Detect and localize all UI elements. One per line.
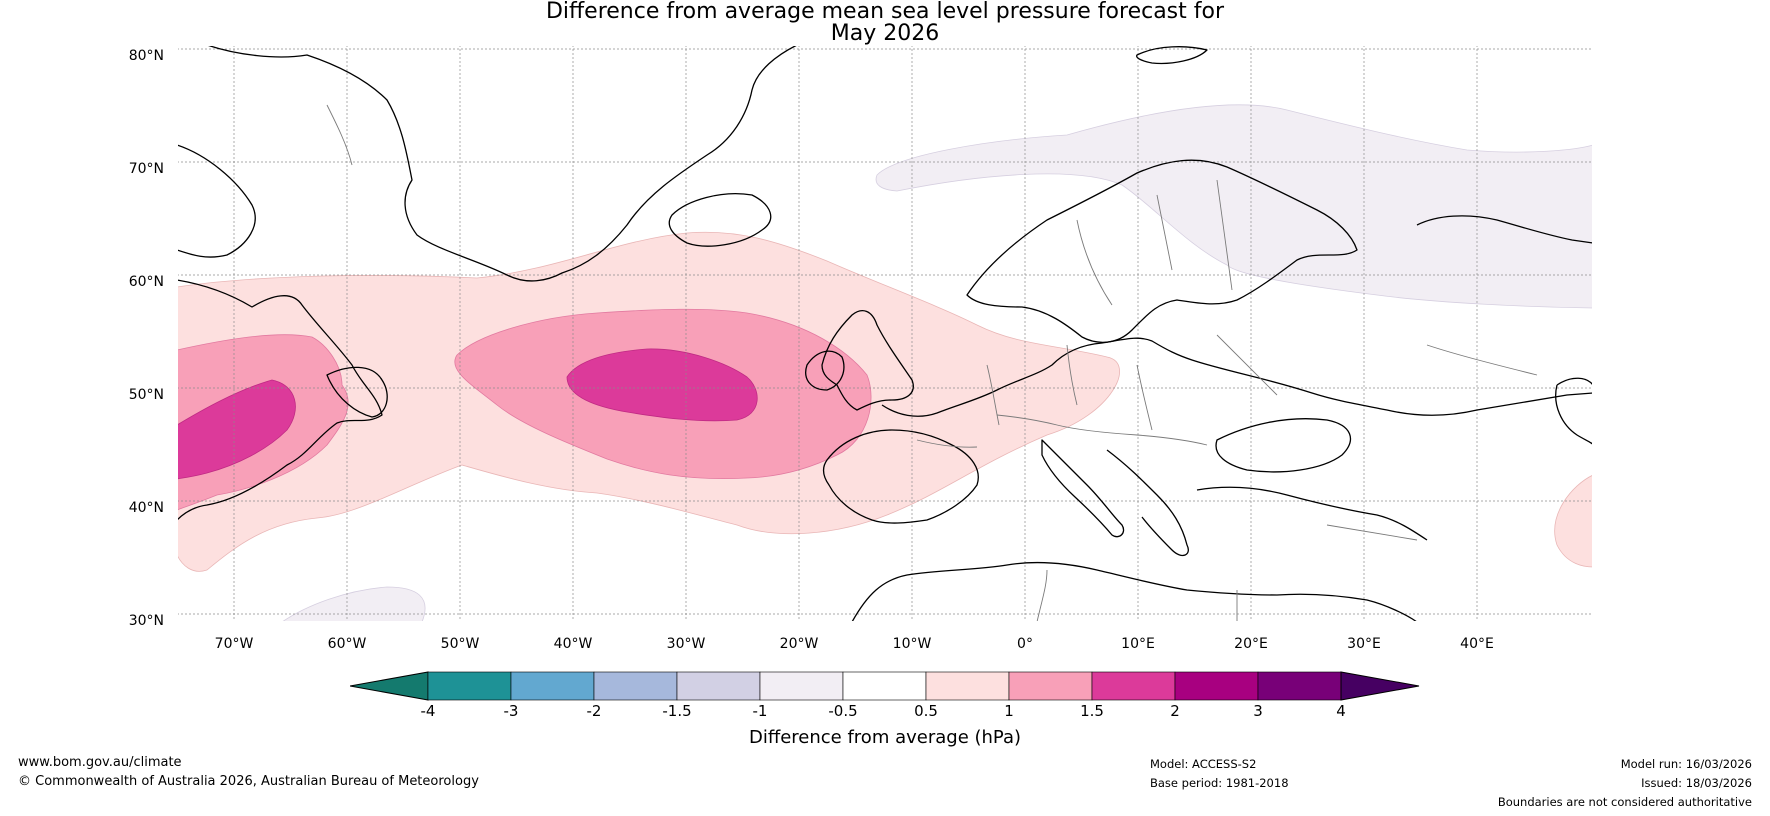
anomaly-region-negative-south — [281, 586, 426, 622]
border-ukraine-russia — [1216, 334, 1278, 396]
anomaly-region-0.5-1-east — [1554, 474, 1593, 568]
map-title-line2: May 2026 — [830, 21, 940, 46]
lon-label-10e: 10°E — [1121, 636, 1155, 652]
border-sweden-finland — [1156, 194, 1173, 271]
labrador-coastline — [177, 279, 383, 521]
british-isles-coastline — [821, 310, 914, 411]
colorbar-tick-neg4: -4 — [420, 702, 436, 720]
border-france-germany — [986, 364, 1000, 426]
colorbar-swatch-4 — [676, 671, 761, 701]
lat-label-70n: 70°N — [128, 161, 164, 177]
colorbar-swatch-10 — [1174, 671, 1259, 701]
colorbar-tick-4: 4 — [1336, 702, 1346, 720]
black-sea-coastline — [1215, 418, 1352, 473]
border-germany-poland — [1066, 344, 1078, 406]
border-balkans — [1056, 424, 1208, 446]
lon-label-40w: 40°W — [553, 636, 593, 652]
lat-label-50n: 50°N — [128, 387, 164, 403]
colorbar-tick-neg1.5: -1.5 — [662, 702, 692, 720]
footer-copyright: © Commonwealth of Australia 2026, Austra… — [18, 774, 479, 789]
colorbar-extend-high — [1340, 671, 1420, 701]
balkans-greece-coastline — [1106, 449, 1189, 557]
anomaly-region-1.5-2-central — [566, 348, 758, 422]
colorbar-swatch-1 — [427, 671, 512, 701]
lon-label-10w: 10°W — [892, 636, 932, 652]
footer-base-period: Base period: 1981-2018 — [1150, 776, 1289, 790]
newfoundland-coastline — [326, 366, 388, 418]
lon-label-0: 0° — [1017, 636, 1033, 652]
lat-label-30n: 30°N — [128, 613, 164, 629]
colorbar-tick-1.5: 1.5 — [1080, 702, 1104, 720]
lon-label-30w: 30°W — [666, 636, 706, 652]
anomaly-region-1.5-2-west — [177, 379, 296, 480]
turkey-coastline — [1196, 486, 1428, 541]
footer-model-run: Model run: 16/03/2026 — [1620, 757, 1752, 771]
colorbar-tick-neg3: -3 — [503, 702, 519, 720]
colorbar-swatch-3 — [593, 671, 678, 701]
greenland-coastline — [206, 45, 798, 282]
italy-coastline — [1041, 439, 1125, 538]
colorbar — [350, 671, 1420, 701]
colorbar-extend-low — [350, 671, 429, 701]
scandinavia-coastline — [966, 159, 1358, 343]
border-norway-sweden — [1076, 219, 1113, 306]
iceland-coastline — [668, 193, 772, 247]
colorbar-label: Difference from average (hPa) — [748, 727, 1022, 748]
colorbar-swatch-9 — [1091, 671, 1176, 701]
footer-disclaimer: Boundaries are not considered authoritat… — [1497, 795, 1752, 809]
anomaly-region-negative-north — [875, 104, 1593, 309]
colorbar-tick-0.5: 0.5 — [914, 702, 938, 720]
colorbar-swatch-8 — [1008, 671, 1093, 701]
lon-label-20e: 20°E — [1234, 636, 1268, 652]
border-greenland-nunavut — [326, 104, 353, 166]
colorbar-tick-3: 3 — [1253, 702, 1263, 720]
colorbar-tick-neg0.5: -0.5 — [828, 702, 858, 720]
lon-label-30e: 30°E — [1347, 636, 1381, 652]
lat-label-60n: 60°N — [128, 274, 164, 290]
iberia-coastline — [822, 429, 979, 524]
border-algeria-libya — [1036, 569, 1048, 622]
colorbar-swatch-11 — [1257, 671, 1342, 701]
border-france-spain — [916, 439, 978, 448]
footer-url[interactable]: www.bom.gov.au/climate — [18, 755, 182, 770]
map-title-line1: Difference from average mean sea level p… — [545, 0, 1225, 24]
lon-label-50w: 50°W — [440, 636, 480, 652]
border-alps — [996, 414, 1058, 426]
lon-label-40e: 40°E — [1460, 636, 1494, 652]
footer-issued: Issued: 18/03/2026 — [1641, 776, 1752, 790]
pressure-anomaly-map — [177, 45, 1593, 622]
footer-model: Model: ACCESS-S2 — [1150, 757, 1257, 771]
lat-label-40n: 40°N — [128, 500, 164, 516]
colorbar-tick-neg1: -1 — [752, 702, 768, 720]
ireland-coastline — [805, 350, 845, 391]
border-poland-ukraine — [1136, 364, 1153, 431]
colorbar-swatch-2 — [510, 671, 595, 701]
colorbar-swatch-6 — [842, 671, 927, 701]
colorbar-tick-1: 1 — [1004, 702, 1014, 720]
lat-label-80n: 80°N — [128, 48, 164, 64]
colorbar-swatch-5 — [759, 671, 844, 701]
border-turkey-syria — [1326, 524, 1418, 541]
north-africa-coastline — [851, 561, 1418, 622]
lon-label-70w: 70°W — [214, 636, 254, 652]
caspian-coastline — [1555, 377, 1593, 446]
colorbar-tick-neg2: -2 — [586, 702, 602, 720]
canada-arctic-coastline — [177, 144, 256, 258]
lon-label-20w: 20°W — [779, 636, 819, 652]
novaya-zemlya-coastline — [1416, 215, 1593, 244]
border-finland-russia — [1216, 179, 1233, 291]
colorbar-tick-2: 2 — [1170, 702, 1180, 720]
colorbar-swatch-7 — [925, 671, 1010, 701]
svalbard-coastline — [1136, 46, 1208, 65]
europe-mainland-coastline — [881, 337, 1593, 417]
border-russia-kazakhstan — [1426, 344, 1538, 376]
lon-label-60w: 60°W — [327, 636, 367, 652]
